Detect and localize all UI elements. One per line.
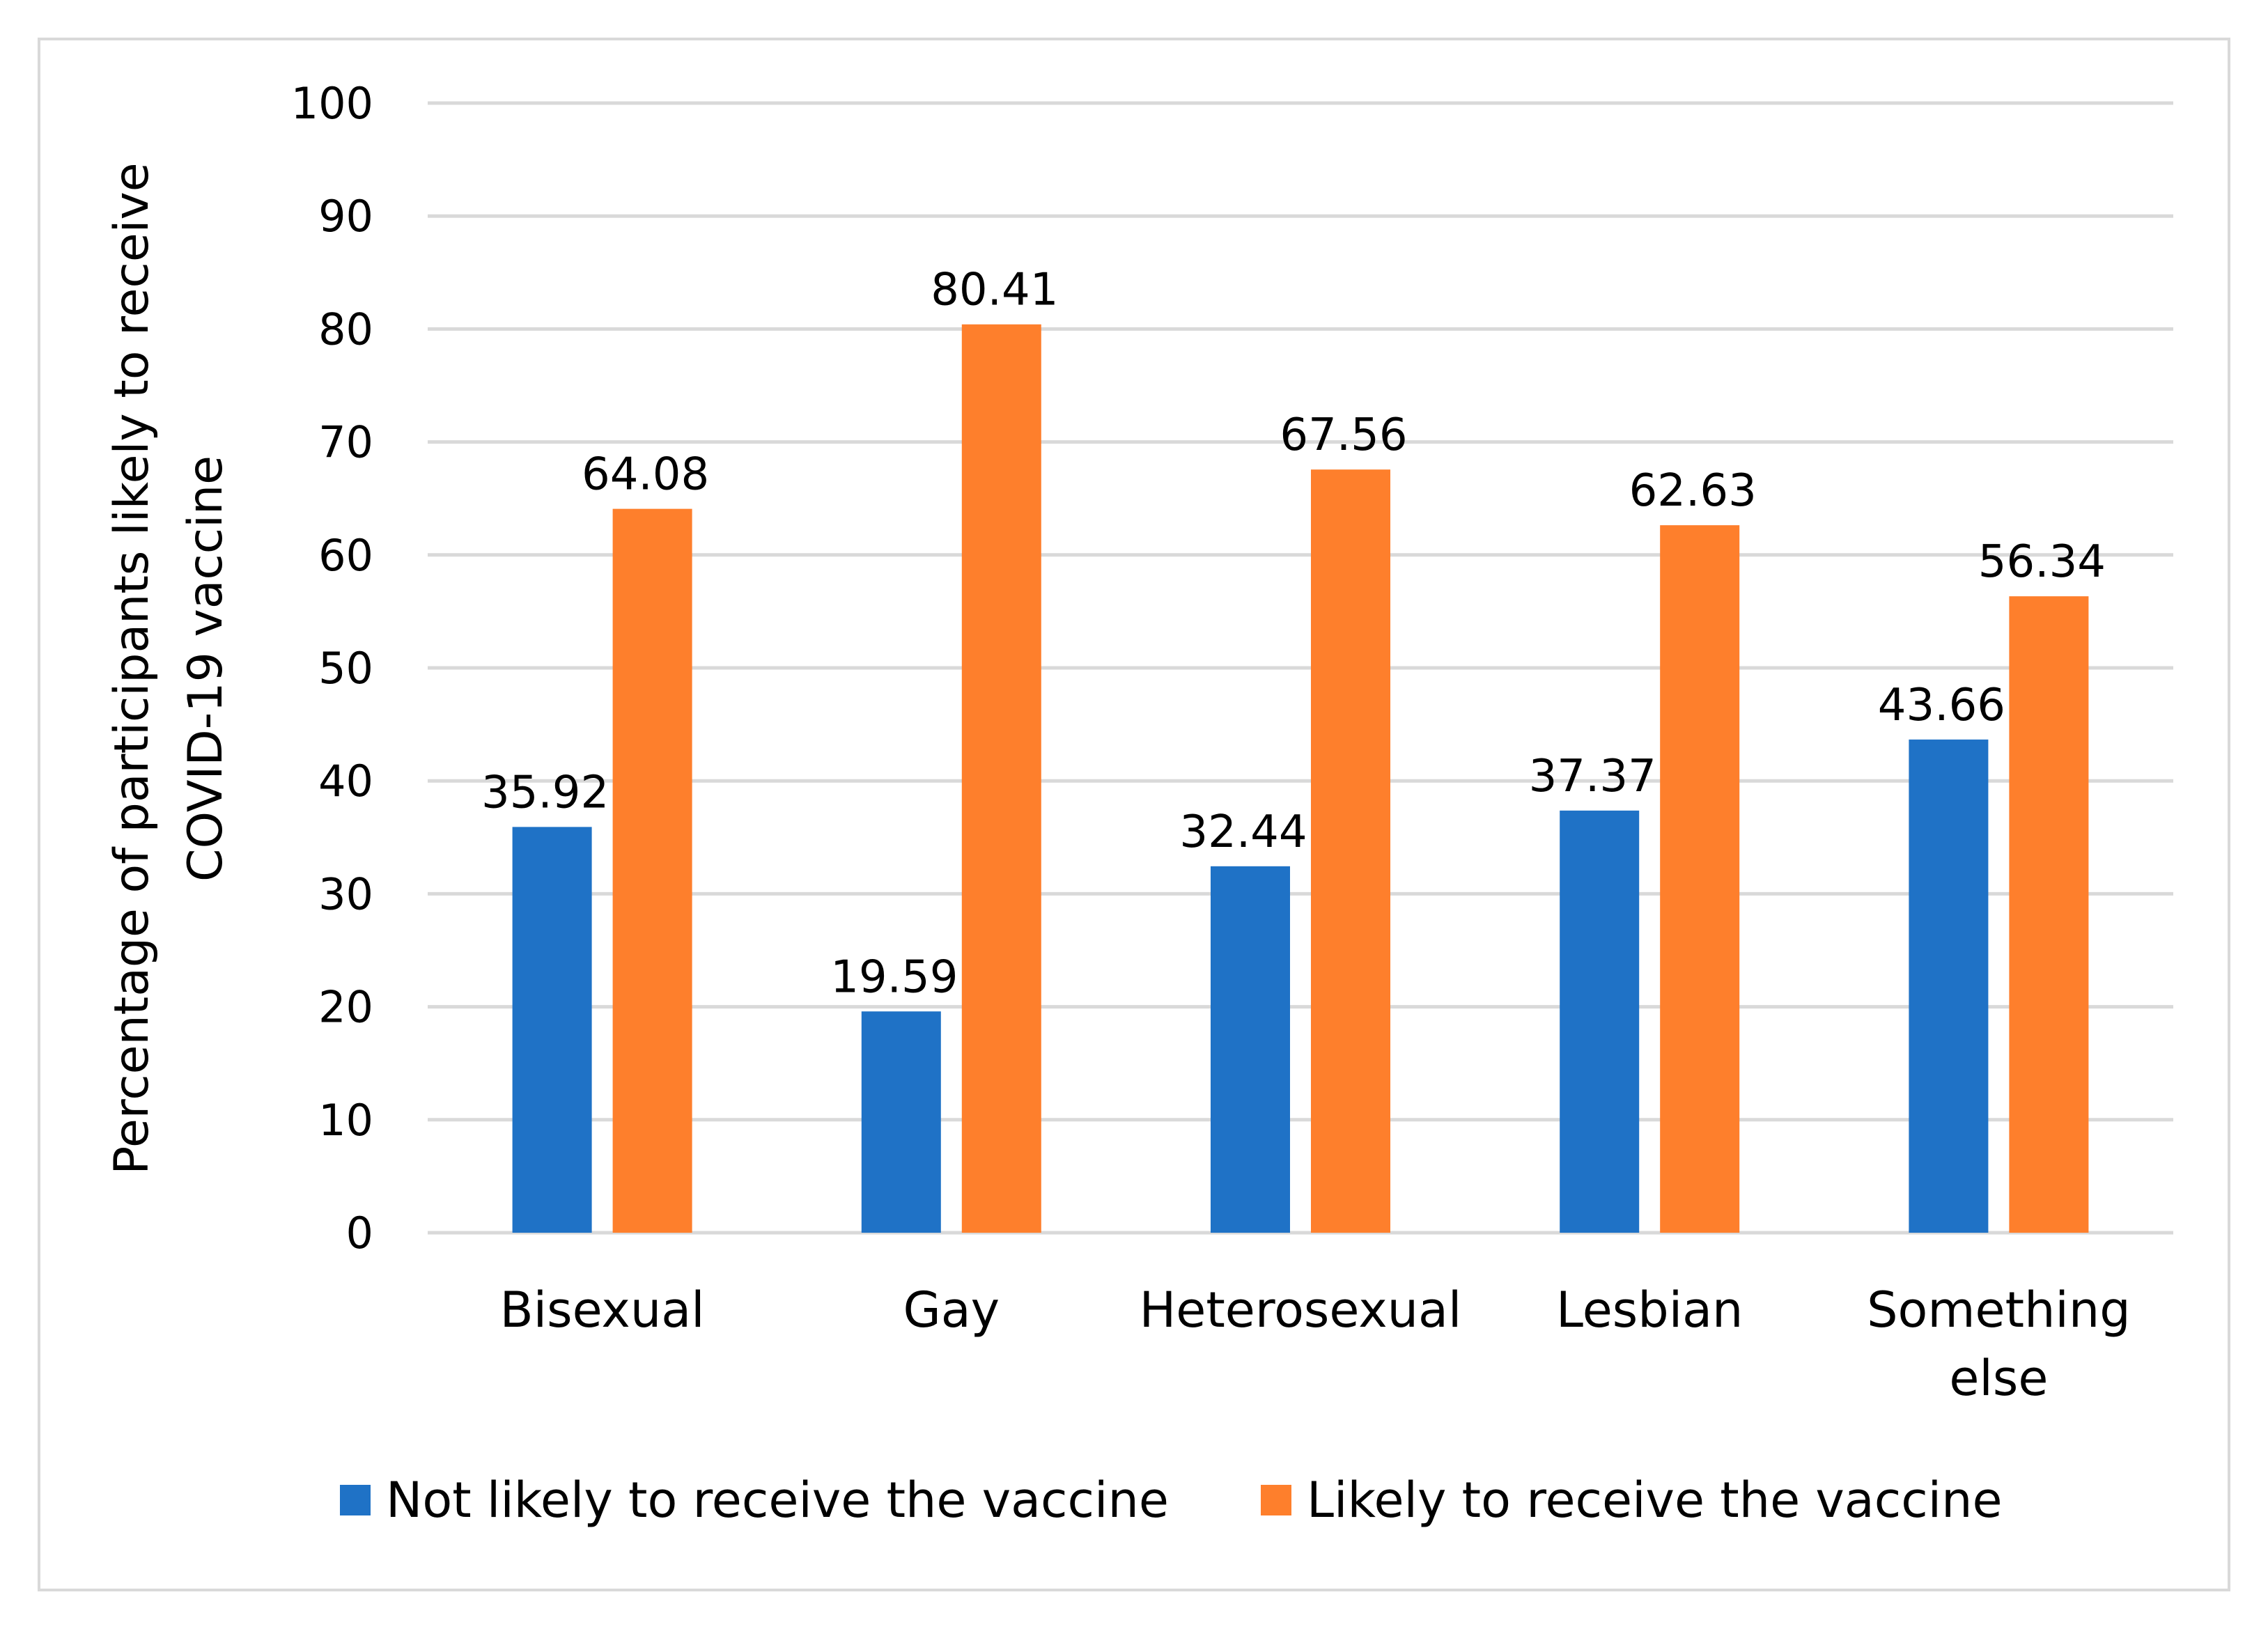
y-tick-label: 10 — [318, 1095, 373, 1146]
legend-label: Likely to receive the vaccine — [1307, 1472, 2003, 1529]
y-tick-label: 70 — [318, 417, 373, 468]
bar-likely-heterosexual — [1311, 469, 1390, 1233]
data-label: 64.08 — [582, 449, 709, 501]
y-axis-title: Percentage of participants likely to rec… — [104, 162, 233, 1174]
bar-not-likely-gay — [861, 1011, 941, 1233]
chart-frame — [38, 38, 2230, 1591]
bar-likely-lesbian — [1660, 525, 1740, 1233]
data-label: 37.37 — [1529, 751, 1656, 802]
y-tick-label: 30 — [318, 868, 373, 919]
y-tick-label: 80 — [318, 304, 373, 354]
data-label: 32.44 — [1179, 806, 1307, 858]
y-tick-label: 50 — [318, 643, 373, 694]
y-tick-label: 0 — [346, 1208, 373, 1258]
bar-likely-something-else — [2009, 596, 2089, 1233]
bar-likely-gay — [961, 324, 1041, 1233]
x-category-label: Gay — [903, 1281, 1000, 1339]
y-tick-label: 40 — [318, 756, 373, 806]
data-label: 80.41 — [931, 265, 1058, 316]
x-axis-categories: Bisexual Gay Heterosexual Lesbian Something e… — [500, 1281, 2131, 1407]
bar-not-likely-heterosexual — [1211, 866, 1290, 1233]
x-category-label: Lesbian — [1556, 1281, 1743, 1339]
bar-not-likely-bisexual — [512, 827, 592, 1233]
legend-swatch — [340, 1485, 371, 1515]
y-axis-title: Percentage of participants likely to rec… — [104, 162, 233, 1174]
y-tick-label: 100 — [291, 78, 373, 129]
data-label: 62.63 — [1629, 465, 1757, 517]
bars — [512, 324, 2089, 1233]
data-label: 35.92 — [481, 767, 609, 818]
x-category-label: Heterosexual — [1140, 1281, 1462, 1339]
y-tick-label: 20 — [318, 982, 373, 1033]
legend-label: Not likely to receive the vaccine — [386, 1472, 1169, 1529]
y-tick-label: 90 — [318, 191, 373, 242]
data-labels: 35.92 64.08 19.59 80.41 32.44 67.56 37.37 62.63… — [481, 265, 2106, 1004]
y-tick-label: 60 — [318, 530, 373, 581]
x-category-label: Bisexual — [500, 1281, 705, 1339]
x-category-label: Something else — [1867, 1281, 2131, 1407]
data-label: 19.59 — [830, 951, 958, 1003]
bar-likely-bisexual — [612, 508, 692, 1233]
data-label: 43.66 — [1878, 680, 2005, 731]
gridlines — [428, 101, 2173, 1235]
legend: Not likely to receive the vaccine Likely … — [340, 1472, 2003, 1529]
y-axis-ticks: 0 10 20 30 40 50 60 70 80 90 100 — [291, 78, 373, 1258]
data-label: 56.34 — [1978, 536, 2106, 588]
bar-not-likely-something-else — [1909, 739, 1989, 1233]
data-label: 67.56 — [1280, 410, 1407, 461]
bar-not-likely-lesbian — [1560, 810, 1640, 1233]
legend-swatch — [1261, 1485, 1291, 1515]
